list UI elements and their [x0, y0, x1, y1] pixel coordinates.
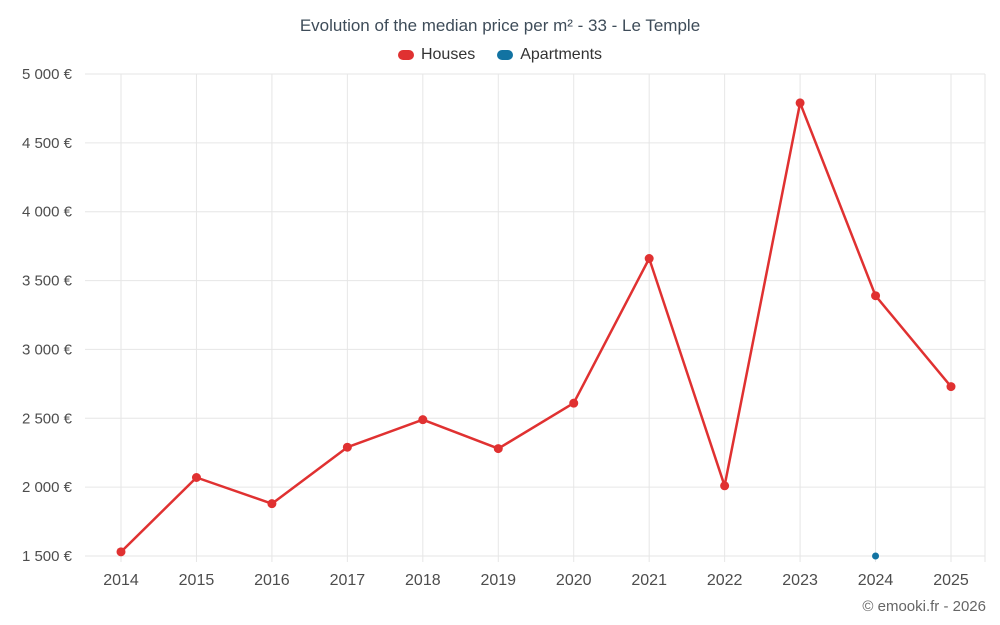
svg-text:2019: 2019 — [480, 572, 516, 589]
svg-text:2 500 €: 2 500 € — [22, 410, 73, 427]
legend-item-houses[interactable]: Houses — [397, 46, 476, 64]
svg-text:2022: 2022 — [707, 572, 743, 589]
chart-legend: Houses Apartments — [0, 46, 1000, 64]
svg-text:1 500 €: 1 500 € — [22, 548, 73, 565]
legend-label-houses: Houses — [420, 46, 476, 63]
svg-text:2023: 2023 — [782, 572, 818, 589]
houses-swatch-icon — [397, 50, 414, 60]
svg-text:2024: 2024 — [858, 572, 894, 589]
chart-title: Evolution of the median price per m² - 3… — [299, 16, 701, 35]
copyright-text: © emooki.fr - 2026 — [862, 598, 986, 615]
svg-text:2025: 2025 — [933, 572, 969, 589]
svg-text:3 000 €: 3 000 € — [22, 341, 73, 358]
svg-text:2016: 2016 — [254, 572, 290, 589]
svg-text:2017: 2017 — [330, 572, 366, 589]
svg-text:2021: 2021 — [631, 572, 667, 589]
svg-text:3 500 €: 3 500 € — [22, 273, 73, 290]
svg-text:2014: 2014 — [103, 572, 139, 589]
legend-label-apartments: Apartments — [520, 46, 603, 63]
legend-item-apartments[interactable]: Apartments — [497, 46, 602, 64]
svg-text:2015: 2015 — [179, 572, 215, 589]
svg-text:5 000 €: 5 000 € — [22, 66, 73, 83]
apartments-swatch-icon — [497, 50, 514, 60]
svg-text:2018: 2018 — [405, 572, 441, 589]
svg-text:2020: 2020 — [556, 572, 592, 589]
svg-text:2 000 €: 2 000 € — [22, 479, 73, 496]
svg-text:4 000 €: 4 000 € — [22, 204, 73, 221]
svg-text:4 500 €: 4 500 € — [22, 135, 73, 152]
